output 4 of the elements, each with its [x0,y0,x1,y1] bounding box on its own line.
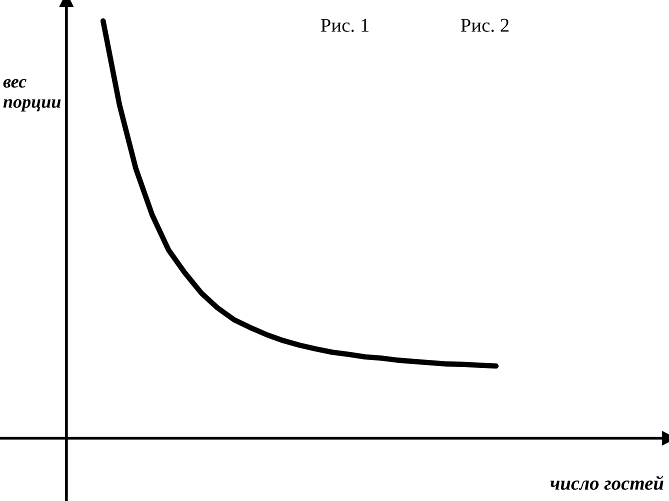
y-axis-title: вес порции [3,79,61,112]
annotation: Рис. 2 [460,18,509,32]
x-axis-title: число гостей [550,476,664,490]
annotation: Рис. 1 [320,18,368,32]
